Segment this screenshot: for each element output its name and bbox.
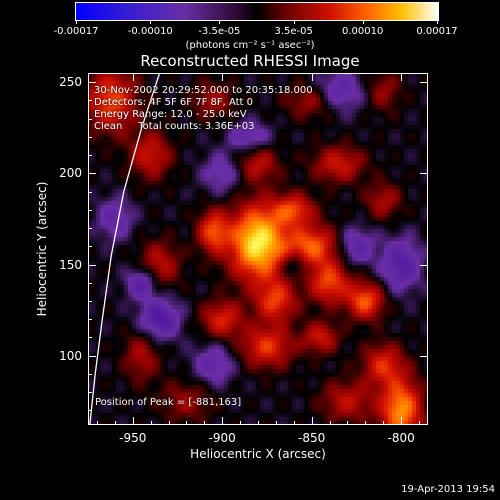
y-axis-label: Heliocentric Y (arcsec) [35, 181, 49, 317]
x-minor-tick [204, 421, 206, 425]
detectors-text: Detectors: 4F 5F 6F 7F 8F, Att 0 [94, 97, 254, 108]
peak-position-text: Position of Peak = [-881,163] [95, 397, 242, 408]
y-minor-tick [88, 337, 92, 339]
x-tick-mark [401, 417, 403, 425]
x-axis-label: Heliocentric X (arcsec) [190, 447, 326, 461]
x-tick-label: -850 [298, 431, 326, 445]
clean-counts-text: Clean Total counts: 3.36E+03 [94, 121, 255, 132]
x-minor-tick [150, 421, 152, 425]
y-tick-mark [88, 355, 96, 357]
x-minor-tick [114, 421, 116, 425]
x-minor-tick [240, 421, 242, 425]
colorbar-tick [219, 20, 221, 24]
y-minor-tick [88, 100, 92, 102]
y-tick-mark [88, 173, 96, 175]
colorbar-tick [437, 20, 438, 24]
plot-title: Reconstructed RHESSI Image [140, 52, 360, 70]
x-minor-tick [365, 421, 367, 425]
plot-timestamp: 19-Apr-2013 19:54 [401, 484, 495, 495]
y-minor-tick [88, 191, 92, 193]
x-tick-mark [311, 73, 313, 81]
x-tick-label: -800 [387, 431, 415, 445]
colorbar-tick [362, 20, 364, 24]
time-range-text: 30-Nov-2002 20:29:52.000 to 20:35:18.000 [94, 85, 313, 96]
colorbar-tick-label: -0.00010 [127, 26, 173, 37]
y-minor-tick [88, 246, 92, 248]
y-tick-mark [420, 355, 428, 357]
colorbar-tick-label: 3.5e-05 [274, 26, 313, 37]
colorbar-units: (photons cm⁻² s⁻¹ asec⁻²) [185, 40, 315, 51]
colorbar-gradient [76, 3, 438, 20]
solar-limb-curve [89, 73, 161, 425]
colorbar [75, 2, 439, 21]
colorbar-tick-label: -0.00017 [53, 26, 99, 37]
y-minor-tick [88, 300, 92, 302]
y-tick-mark [420, 173, 428, 175]
colorbar-tick [150, 20, 152, 24]
energy-range-text: Energy Range: 12.0 - 25.0 keV [94, 109, 247, 120]
x-tick-mark [132, 73, 134, 81]
y-tick-mark [420, 264, 428, 266]
x-tick-mark [401, 73, 403, 81]
limb-line [89, 73, 161, 425]
y-minor-tick [88, 136, 92, 138]
heatmap-canvas [88, 73, 428, 425]
x-tick-mark [222, 73, 224, 81]
x-minor-tick [347, 421, 349, 425]
colorbar-tick [76, 20, 77, 24]
y-minor-tick [88, 209, 92, 211]
y-minor-tick [88, 228, 92, 230]
x-minor-tick [258, 421, 259, 425]
y-tick-label: 200 [59, 166, 82, 181]
x-tick-mark [132, 417, 134, 425]
x-tick-label: -900 [208, 431, 236, 445]
y-tick-mark [88, 82, 96, 84]
colorbar-tick-label: -3.5e-05 [198, 26, 241, 37]
x-minor-tick [186, 421, 188, 425]
x-tick-mark [222, 417, 224, 425]
y-tick-label: 100 [59, 348, 82, 363]
y-minor-tick [88, 392, 92, 394]
x-minor-tick [293, 421, 295, 425]
y-minor-tick [88, 410, 92, 412]
x-minor-tick [96, 421, 98, 425]
y-minor-tick [88, 319, 92, 321]
y-minor-tick [88, 155, 92, 157]
y-tick-mark [88, 264, 96, 266]
y-minor-tick [88, 282, 92, 284]
colorbar-tick [293, 20, 295, 24]
x-minor-tick [419, 421, 421, 425]
y-tick-mark [420, 82, 428, 84]
x-tick-label: -950 [119, 431, 147, 445]
x-minor-tick [168, 421, 170, 425]
x-minor-tick [329, 421, 331, 425]
colorbar-tick-label: 0.00010 [341, 26, 384, 37]
x-minor-tick [275, 421, 277, 425]
y-tick-label: 250 [59, 75, 82, 90]
plot-area[interactable] [88, 73, 428, 425]
colorbar-tick-label: 0.00017 [416, 26, 458, 37]
x-minor-tick [383, 421, 385, 425]
y-tick-label: 150 [59, 257, 82, 272]
y-minor-tick [88, 118, 92, 120]
y-minor-tick [88, 373, 92, 375]
x-tick-mark [311, 417, 313, 425]
observation-info: 30-Nov-2002 20:29:52.000 to 20:35:18.000… [94, 85, 313, 133]
